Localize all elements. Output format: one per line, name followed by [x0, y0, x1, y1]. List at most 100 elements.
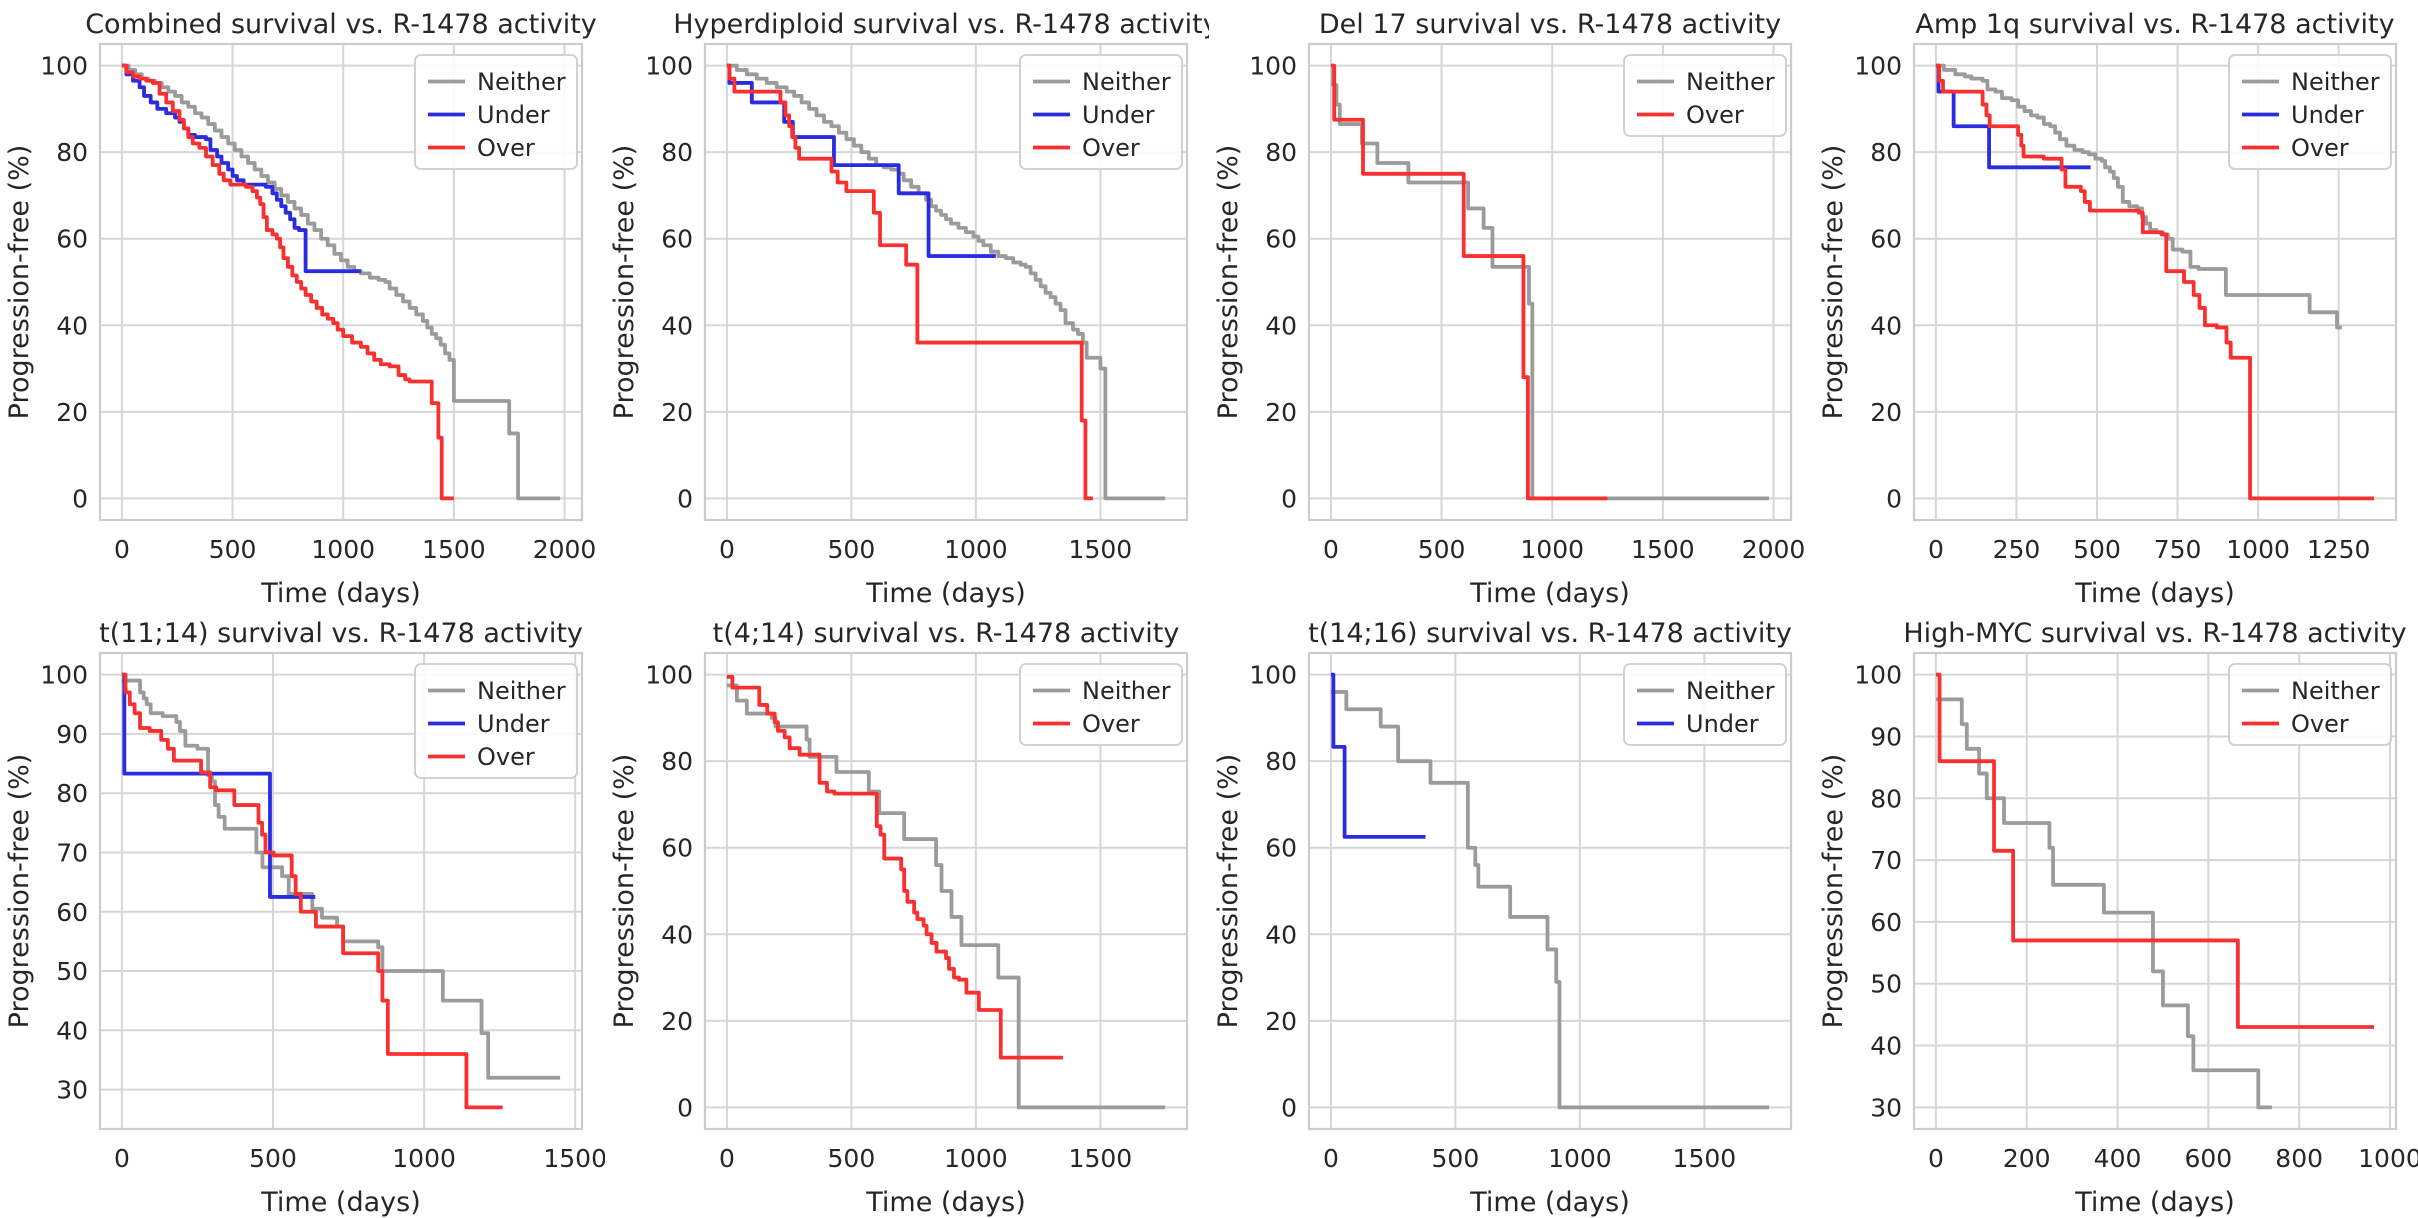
axes-frame	[1307, 651, 1793, 1131]
legend-label-under: Under	[1082, 101, 1155, 129]
series-line-under	[121, 63, 361, 274]
x-tick-label: 0	[114, 535, 130, 564]
series-line-neither	[1935, 697, 2272, 1110]
y-tick-label: 40	[1265, 920, 1297, 949]
y-tick-label: 80	[1265, 747, 1297, 776]
legend-label-neither: Neither	[477, 677, 566, 705]
axes-frame	[1912, 42, 2397, 522]
x-tick-label: 1000	[944, 1144, 1008, 1173]
series-line-over	[121, 672, 503, 1110]
y-tick-label: 100	[40, 52, 88, 81]
series-line-under	[726, 63, 996, 258]
y-tick-label: 20	[661, 1007, 693, 1036]
axes-frame	[1307, 42, 1793, 522]
y-tick-label: 80	[1265, 138, 1297, 167]
legend-label-neither: Neither	[2291, 68, 2380, 96]
legend-box	[414, 663, 578, 779]
legend-box	[2227, 54, 2392, 170]
series-line-over	[121, 63, 454, 501]
axes-frame	[98, 42, 584, 522]
series-line-over	[1935, 672, 2374, 1029]
y-tick-label: 0	[677, 1093, 693, 1122]
axes-frame	[98, 651, 584, 1131]
x-tick-label: 1000	[1548, 1144, 1612, 1173]
series-line-neither	[1935, 63, 2342, 330]
legend-label-neither: Neither	[1082, 677, 1171, 705]
legend: Neither Under Over	[414, 54, 578, 170]
x-tick-label: 1500	[422, 535, 486, 564]
y-tick-label: 80	[1870, 784, 1902, 813]
chart-title: Hyperdiploid survival vs. R-1478 activit…	[673, 9, 1209, 40]
legend: Neither Under Over	[414, 663, 578, 779]
legend-label-neither: Neither	[1686, 68, 1775, 96]
chart-del17: 0 500 1000 1500 2000 0 20 40 60 80 100 Del 17 survi…	[1213, 9, 1806, 609]
y-tick-label: 100	[1854, 52, 1902, 81]
legend-label-over: Over	[1082, 710, 1140, 738]
x-tick-label: 0	[718, 1144, 734, 1173]
y-tick-label: 40	[661, 311, 693, 340]
y-tick-label: 60	[1265, 834, 1297, 863]
y-tick-label: 70	[1870, 846, 1902, 875]
chart-t4-14: 0 500 1000 1500 0 20 40 60 80 100 t(4;14) survival…	[609, 618, 1188, 1218]
legend-label-under: Under	[2291, 101, 2364, 129]
y-tick-label: 40	[56, 1016, 88, 1045]
x-tick-label: 2000	[533, 535, 597, 564]
axes-frame	[1912, 651, 2397, 1131]
x-tick-label: 0	[1927, 535, 1943, 564]
y-tick-label: 0	[1281, 484, 1297, 513]
y-tick-label: 20	[1265, 1007, 1297, 1036]
y-tick-label: 100	[1854, 661, 1902, 690]
chart-cell-amp1q: 0 250 500 750 1000 1250 0 20 40 60 80 100 Amp 1q sur…	[1814, 0, 2418, 609]
y-tick-label: 20	[661, 398, 693, 427]
y-tick-label: 80	[56, 779, 88, 808]
y-tick-label: 20	[1870, 398, 1902, 427]
chart-cell-combined: 0 500 1000 1500 2000 0 20 40 60 80 100 Combined sur…	[0, 0, 605, 609]
legend-label-neither: Neither	[1686, 677, 1775, 705]
legend: Neither Under Over	[1018, 54, 1183, 170]
axes-frame	[703, 651, 1188, 1131]
x-tick-label: 2000	[1742, 535, 1806, 564]
y-tick-label: 40	[1265, 311, 1297, 340]
x-tick-label: 1000	[2226, 535, 2290, 564]
chart-hyperdiploid: 0 500 1000 1500 0 20 40 60 80 100 Hyperdiploid sur…	[609, 9, 1210, 609]
legend-label-over: Over	[2291, 710, 2349, 738]
y-tick-label: 80	[661, 138, 693, 167]
x-tick-label: 750	[2153, 535, 2201, 564]
y-tick-label: 80	[661, 747, 693, 776]
series-line-over	[1330, 63, 1608, 501]
series-line-neither	[726, 63, 1165, 501]
legend-label-over: Over	[477, 134, 535, 162]
legend: Neither Under	[1623, 663, 1787, 746]
y-tick-label: 50	[56, 957, 88, 986]
x-axis-label: Time (days)	[1469, 1187, 1629, 1218]
y-tick-label: 40	[56, 311, 88, 340]
chart-t11-14: 0 500 1000 1500 30 40 50 60 70 80 90 100 t(11;14) su…	[4, 618, 605, 1218]
x-tick-label: 1500	[543, 1144, 604, 1173]
x-tick-label: 250	[1992, 535, 2040, 564]
x-tick-label: 1500	[1631, 535, 1695, 564]
x-axis-label: Time (days)	[2074, 1187, 2234, 1218]
y-tick-label: 30	[1870, 1093, 1902, 1122]
legend-label-over: Over	[2291, 134, 2349, 162]
x-tick-label: 500	[249, 1144, 297, 1173]
y-tick-label: 60	[1870, 908, 1902, 937]
x-tick-label: 1500	[1673, 1144, 1737, 1173]
x-tick-label: 1000	[944, 535, 1008, 564]
y-tick-label: 60	[661, 225, 693, 254]
y-tick-label: 70	[56, 838, 88, 867]
x-axis-label: Time (days)	[865, 578, 1025, 609]
y-tick-label: 40	[1870, 311, 1902, 340]
x-tick-label: 1250	[2306, 535, 2370, 564]
chart-combined: 0 500 1000 1500 2000 0 20 40 60 80 100 Combined sur…	[4, 9, 597, 609]
legend-label-neither: Neither	[477, 68, 566, 96]
x-tick-label: 0	[1927, 1144, 1943, 1173]
x-tick-label: 0	[1323, 1144, 1339, 1173]
axes-frame	[703, 42, 1188, 522]
x-tick-label: 0	[114, 1144, 130, 1173]
x-tick-label: 1000	[1520, 535, 1584, 564]
y-tick-label: 100	[1249, 52, 1297, 81]
chart-title: t(4;14) survival vs. R-1478 activity	[712, 618, 1179, 649]
legend: Neither Under Over	[2227, 54, 2392, 170]
legend-label-neither: Neither	[1082, 68, 1171, 96]
